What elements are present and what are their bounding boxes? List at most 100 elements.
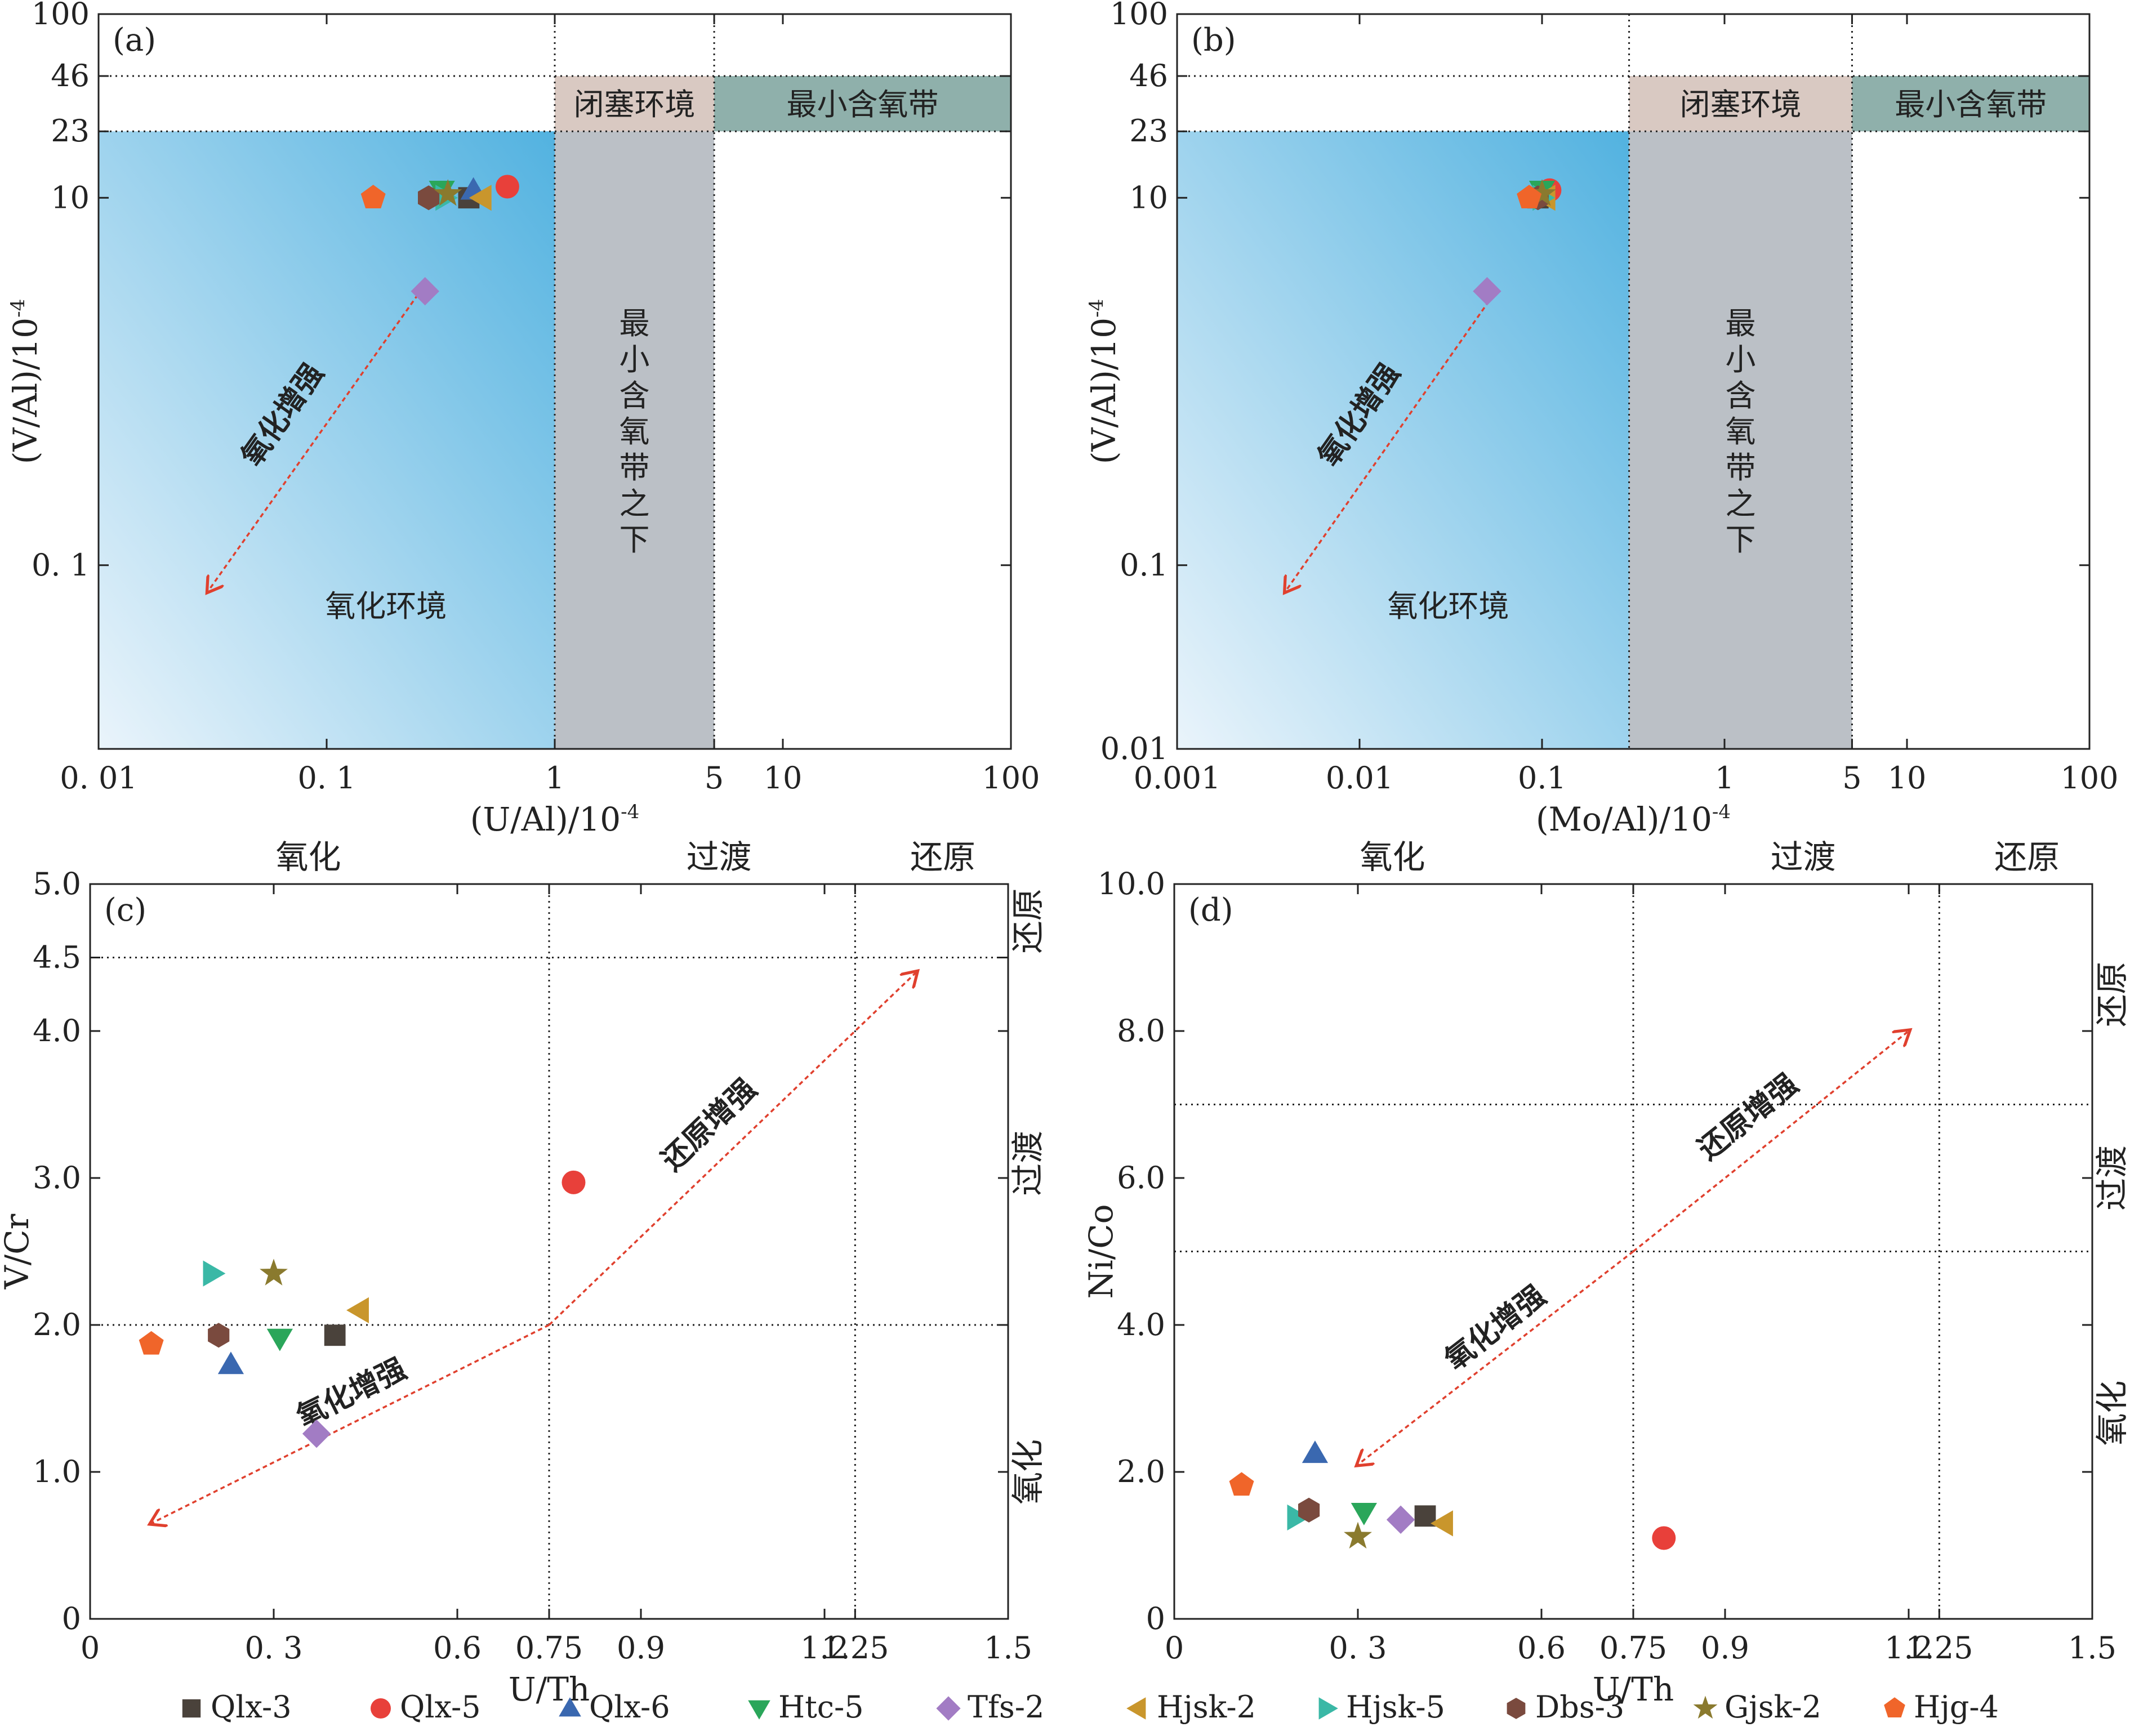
data-point-hjsk-5 — [1287, 1504, 1310, 1531]
x-tick-label: 100 — [982, 760, 1040, 796]
x-axis-label: U/Th — [509, 1670, 590, 1708]
legend-label: Hjsk-5 — [1346, 1689, 1445, 1725]
min-oxygen-zone — [1852, 76, 2089, 132]
oxidation-arrow-label: 氧化增强 — [1438, 1278, 1552, 1377]
data-point-htc-5 — [266, 1328, 293, 1351]
y-tick-label: 100 — [32, 0, 90, 32]
top-zone-label: 还原 — [910, 838, 975, 876]
oxic-zone-label: 氧化环境 — [325, 588, 447, 624]
y-tick-label: 46 — [1129, 58, 1168, 93]
y-tick-label: 2.0 — [1117, 1454, 1165, 1489]
x-tick-label: 1.25 — [1905, 1630, 1973, 1666]
right-zone-label: 氧化 — [2093, 1381, 2130, 1446]
min-oxygen-zone-label: 最小含氧带 — [787, 87, 939, 122]
data-point-hjg-4 — [1517, 185, 1542, 208]
data-point-qlx-5 — [1652, 1526, 1676, 1550]
top-zone-label: 氧化 — [275, 838, 341, 876]
legend-marker-hjsk-2 — [1126, 1697, 1146, 1720]
data-point-tfs-2 — [302, 1419, 331, 1448]
y-tick-label: 1.0 — [33, 1454, 81, 1489]
oxidation-arrow — [208, 294, 419, 591]
reduction-arrow-label: 还原增强 — [1691, 1066, 1804, 1167]
y-axis-label: V/Cr — [0, 1213, 36, 1289]
legend-marker-qlx-6 — [559, 1697, 581, 1717]
x-tick-label: 1.5 — [2068, 1630, 2116, 1666]
x-tick-label: 0. 3 — [1329, 1630, 1387, 1666]
x-tick-label: 0.001 — [1134, 760, 1221, 796]
min-oxygen-zone — [714, 76, 1011, 132]
oxidation-arrow — [1358, 1251, 1634, 1465]
oxidation-arrow — [1286, 294, 1495, 591]
data-point-qlx-3 — [324, 1324, 346, 1346]
y-tick-label: 0 — [62, 1601, 81, 1636]
x-tick-label: 0.75 — [515, 1630, 583, 1666]
legend-marker-qlx-5 — [371, 1698, 391, 1719]
legend-label: Dbs-3 — [1535, 1689, 1624, 1725]
oxidation-arrow-label: 氧化增强 — [291, 1351, 411, 1434]
y-tick-label: 23 — [1129, 113, 1168, 149]
legend-marker-gjsk-2 — [1693, 1695, 1718, 1719]
legend-label: Gjsk-2 — [1725, 1689, 1821, 1725]
x-tick-label: 0 — [1165, 1630, 1184, 1666]
y-tick-label: 10 — [51, 180, 90, 215]
x-tick-label: 10 — [1888, 760, 1927, 796]
y-tick-label: 23 — [51, 113, 90, 149]
data-point-hjsk-2 — [469, 185, 492, 211]
legend-marker-htc-5 — [748, 1700, 770, 1720]
y-tick-label: 4.0 — [33, 1013, 81, 1048]
y-tick-label: 0.1 — [1120, 547, 1168, 583]
x-tick-label: 10 — [764, 760, 803, 796]
panel-label: (b) — [1191, 22, 1236, 59]
x-tick-label: 0.6 — [433, 1630, 482, 1666]
x-tick-label: 1 — [545, 760, 564, 796]
right-zone-label: 还原 — [1009, 888, 1047, 953]
legend-label: Qlx-5 — [400, 1689, 481, 1725]
x-axis-label: U/Th — [1593, 1670, 1674, 1708]
plot-frame — [1176, 13, 2091, 750]
x-tick-label: 5 — [1842, 760, 1861, 796]
legend-label: Tfs-2 — [968, 1689, 1044, 1725]
reduction-arrow — [1632, 1031, 1909, 1252]
oxic-zone-label: 氧化环境 — [1388, 588, 1509, 624]
x-axis-label: (Mo/Al)/10-4 — [1536, 800, 1731, 838]
legend-marker-qlx-3 — [182, 1699, 201, 1718]
y-tick-label: 10 — [1129, 180, 1168, 215]
x-tick-label: 0.1 — [1518, 760, 1566, 796]
restricted-zone-label: 闭塞环境 — [1680, 87, 1802, 122]
reduction-arrow-label: 还原增强 — [655, 1072, 763, 1177]
x-tick-label: 0 — [81, 1630, 100, 1666]
oxic-zone — [1177, 131, 1629, 749]
legend-label: Hjsk-2 — [1157, 1689, 1256, 1725]
data-point-hjg-4 — [139, 1331, 164, 1355]
min-oxygen-zone-label: 最小含氧带 — [1895, 87, 2047, 122]
x-tick-label: 1 — [1715, 760, 1734, 796]
x-tick-label: 0.75 — [1599, 1630, 1667, 1666]
top-zone-label: 过渡 — [1771, 838, 1836, 876]
y-tick-label: 6.0 — [1117, 1160, 1165, 1195]
panel-label: (c) — [104, 892, 146, 929]
data-point-hjg-4 — [1229, 1472, 1254, 1496]
legend-label: Htc-5 — [778, 1689, 864, 1725]
data-point-hjsk-5 — [203, 1260, 226, 1287]
data-point-qlx-6 — [1302, 1440, 1329, 1463]
top-zone-label: 过渡 — [687, 838, 752, 876]
legend-label: Qlx-6 — [589, 1689, 670, 1725]
y-axis-label: (V/Al)/10-4 — [6, 299, 44, 465]
y-tick-label: 0.01 — [1100, 731, 1168, 766]
right-zone-label: 过渡 — [1009, 1131, 1047, 1196]
right-zone-label: 氧化 — [1009, 1439, 1047, 1505]
x-tick-label: 0.6 — [1517, 1630, 1566, 1666]
restricted-zone-label: 闭塞环境 — [574, 87, 696, 122]
data-point-hjsk-2 — [346, 1297, 369, 1323]
x-tick-label: 0. 1 — [297, 760, 355, 796]
x-tick-label: 0. 01 — [60, 760, 137, 796]
below-min-oxygen-zone — [1629, 131, 1852, 749]
x-tick-label: 0.9 — [1701, 1630, 1749, 1666]
oxic-zone — [99, 131, 555, 749]
x-tick-label: 1.5 — [984, 1630, 1032, 1666]
top-zone-label: 氧化 — [1360, 838, 1425, 876]
y-tick-label: 100 — [1110, 0, 1168, 32]
